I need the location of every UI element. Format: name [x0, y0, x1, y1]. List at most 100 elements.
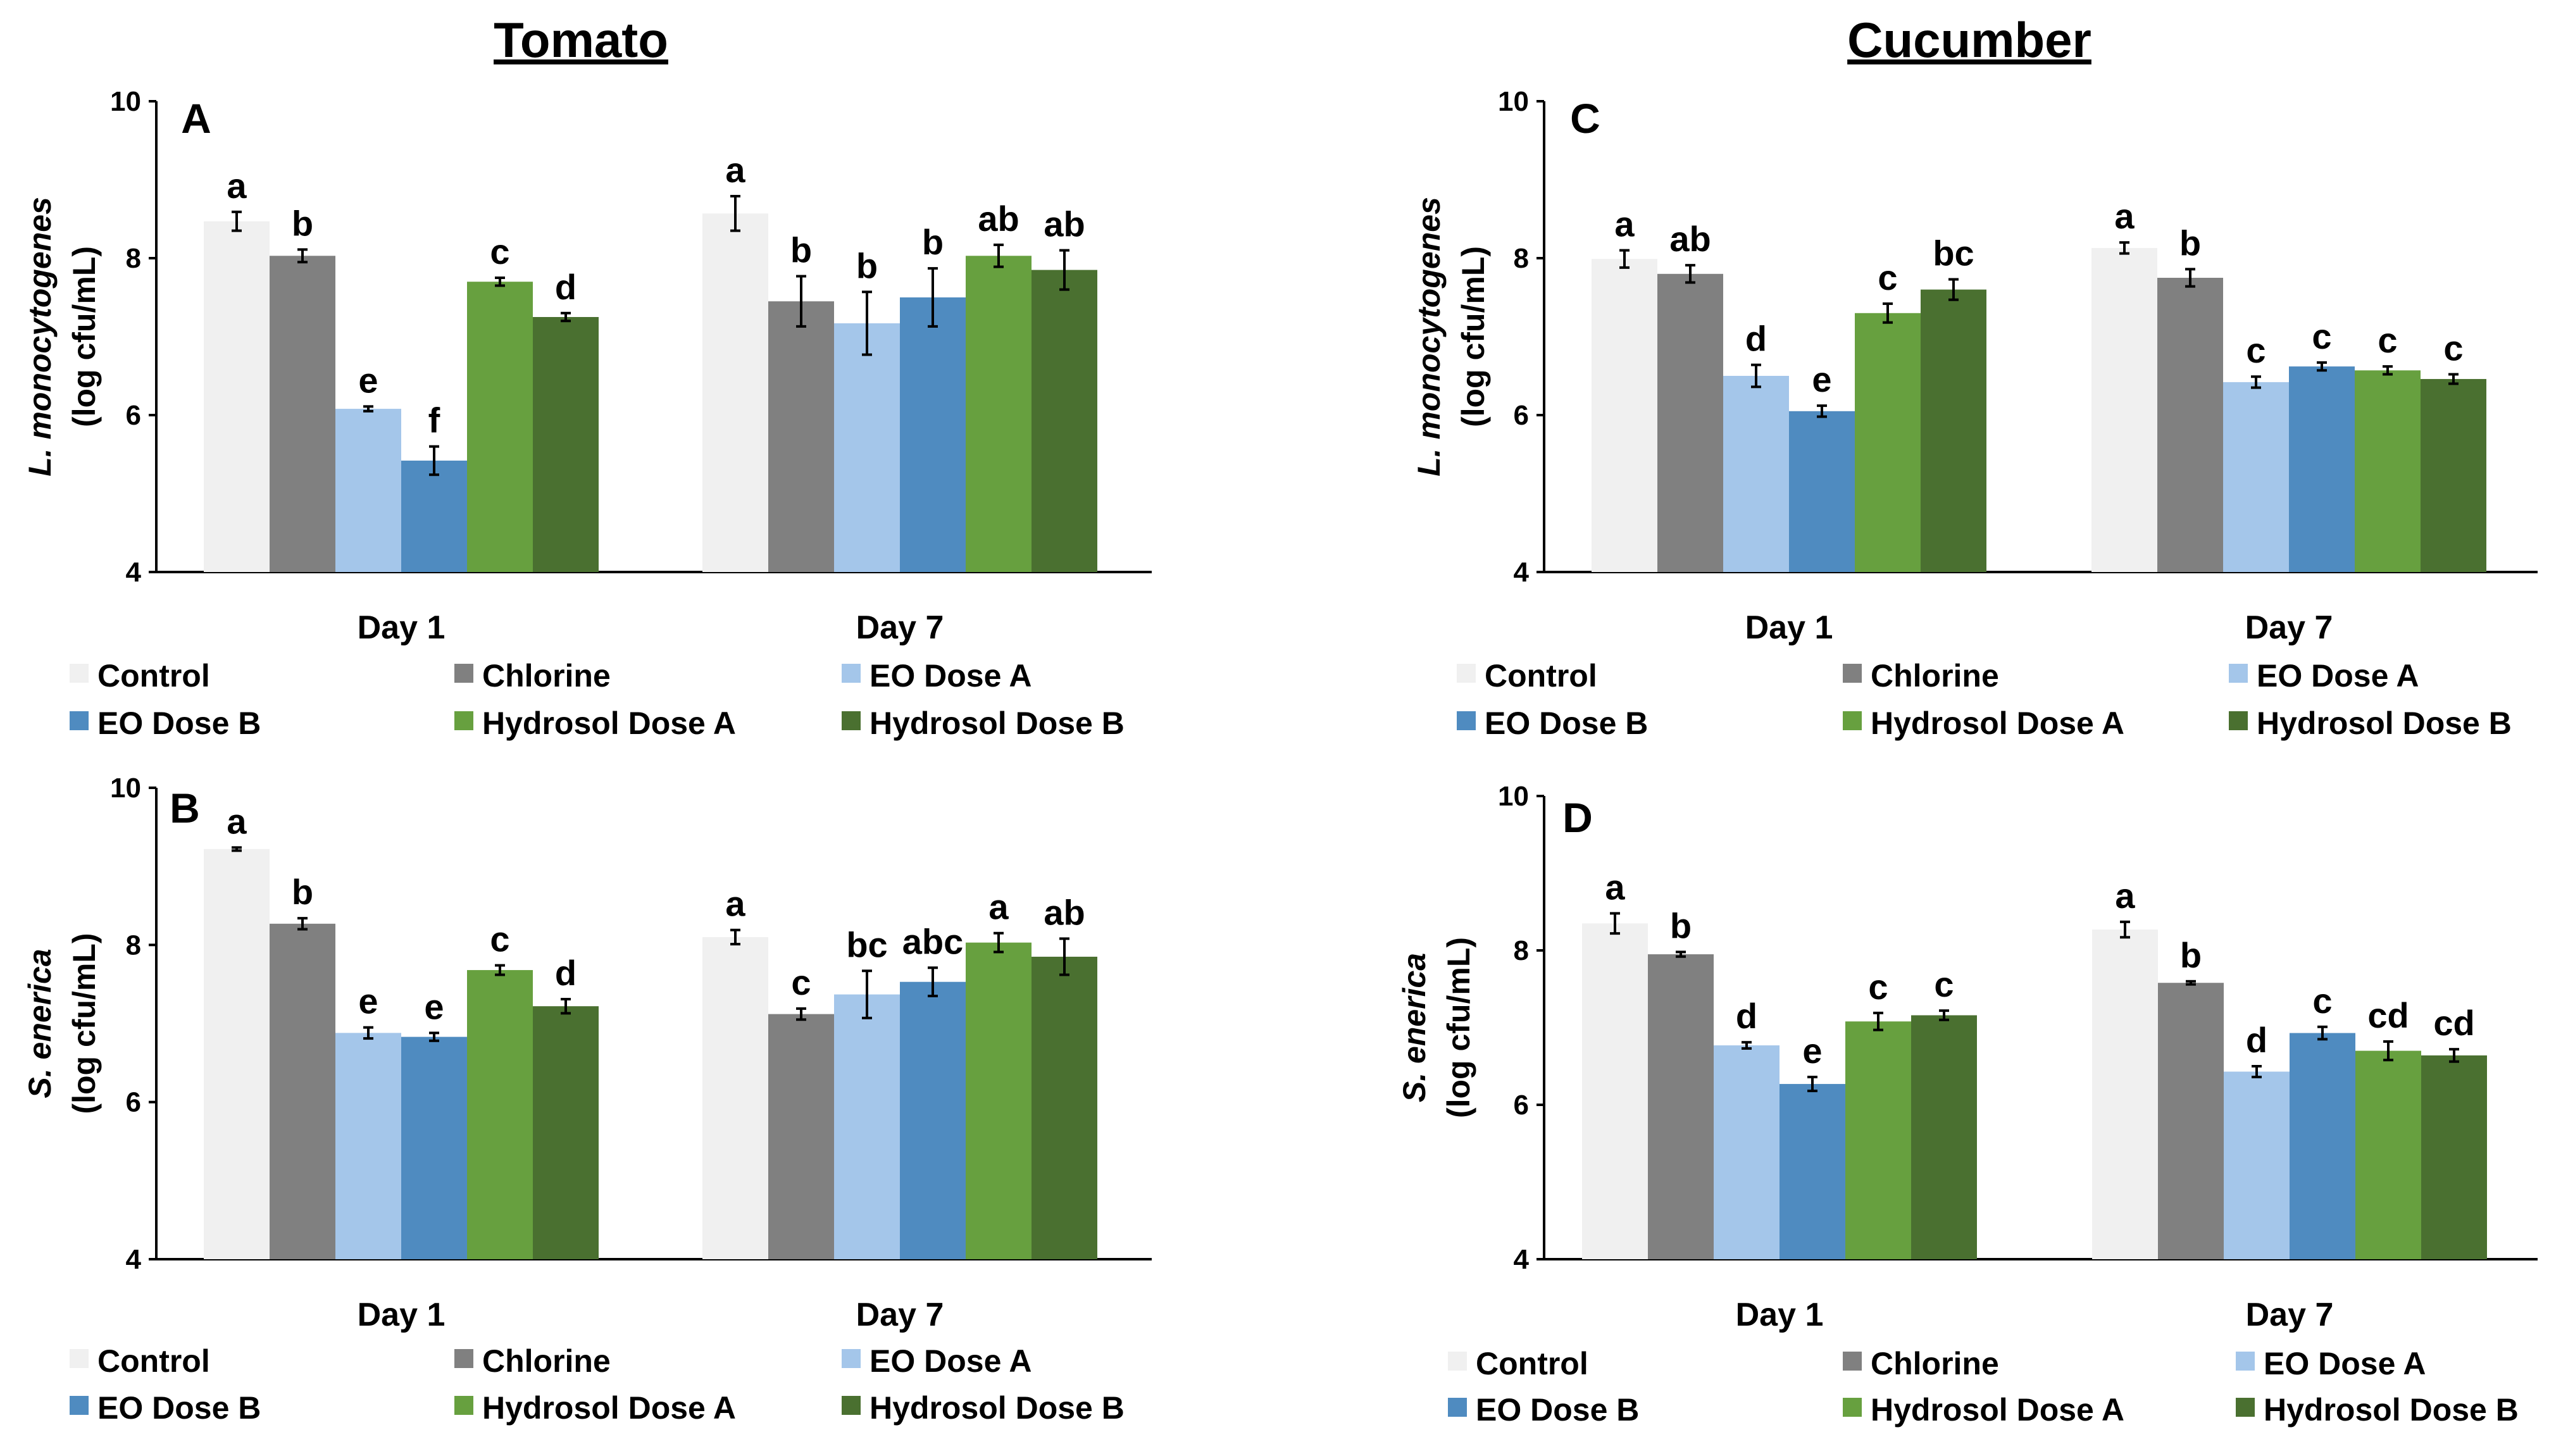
significance-letter: e	[358, 360, 378, 400]
legend-swatch-eo-dose-a	[842, 664, 861, 683]
legend-swatch-control	[70, 664, 89, 683]
bar-control-day-1	[1592, 259, 1657, 572]
legend-swatch-control	[70, 1349, 89, 1368]
significance-letter: e	[1812, 359, 1831, 399]
legend-label-eo-dose-b: EO Dose B	[1485, 706, 1648, 741]
bar-chlorine-day-1	[1657, 273, 1723, 572]
legend-swatch-eo-dose-a	[2229, 664, 2248, 683]
panel-letter: C	[1570, 95, 1600, 142]
significance-letter: ab	[1044, 892, 1085, 932]
legend-swatch-eo-dose-b	[70, 1396, 89, 1415]
legend-label-hydrosol-dose-b: Hydrosol Dose B	[870, 706, 1125, 741]
legend-label-chlorine: Chlorine	[482, 1343, 611, 1379]
bar-eo-dose-b-day-1	[1789, 411, 1855, 572]
significance-letter: d	[1736, 996, 1757, 1036]
legend-label-hydrosol-dose-b: Hydrosol Dose B	[870, 1390, 1125, 1426]
bar-hydrosol-dose-b-day-7	[2421, 1055, 2487, 1259]
legend-swatch-chlorine	[454, 664, 473, 683]
legend-panel-d: Control Chlorine EO Dose A EO Dose B Hydroso…	[1448, 1346, 2519, 1428]
significance-letter: ab	[1669, 219, 1711, 259]
x-category-label: Day 1	[358, 1297, 446, 1333]
bar-chlorine-day-1	[270, 256, 335, 572]
bar-control-day-1	[204, 849, 270, 1259]
legend-panel-c: Control Chlorine EO Dose A EO Dose B Hydroso…	[1457, 658, 2512, 741]
legend-label-hydrosol-dose-b: Hydrosol Dose B	[2257, 706, 2512, 741]
y-tick-label: 4	[126, 557, 142, 588]
bar-chlorine-day-7	[2158, 983, 2224, 1259]
y-tick-label: 4	[126, 1244, 142, 1275]
legend-label-chlorine: Chlorine	[482, 658, 611, 694]
significance-letter: c	[2312, 316, 2331, 356]
bar-hydrosol-dose-b-day-1	[1911, 1015, 1977, 1259]
legend-label-eo-dose-a: EO Dose A	[870, 658, 1032, 694]
significance-letter: c	[1868, 967, 1888, 1007]
bar-eo-dose-b-day-7	[2290, 1033, 2355, 1259]
y-axis-label-unit: (log cfu/mL)	[1441, 937, 1476, 1118]
legend-label-hydrosol-dose-b: Hydrosol Dose B	[2264, 1392, 2519, 1428]
legend-swatch-hydrosol-dose-b	[2229, 711, 2248, 730]
significance-letter: b	[2179, 223, 2201, 263]
bar-hydrosol-dose-b-day-7	[1032, 270, 1097, 572]
bar-hydrosol-dose-b-day-1	[533, 317, 599, 572]
bar-hydrosol-dose-b-day-1	[533, 1006, 599, 1259]
bar-eo-dose-b-day-1	[401, 460, 467, 572]
significance-letter: e	[358, 981, 378, 1021]
significance-letter: d	[2246, 1020, 2267, 1060]
bar-control-day-1	[1582, 923, 1648, 1259]
significance-letter: c	[2378, 320, 2397, 360]
bar-eo-dose-b-day-7	[2289, 366, 2355, 572]
bar-eo-dose-a-day-1	[1714, 1045, 1780, 1259]
significance-letter: d	[555, 267, 577, 307]
legend-label-control: Control	[97, 1343, 210, 1379]
bar-hydrosol-dose-a-day-1	[467, 282, 533, 572]
bar-eo-dose-a-day-7	[834, 994, 900, 1259]
x-category-label: Day 1	[1745, 609, 1833, 646]
significance-letter: a	[725, 150, 745, 190]
bar-chlorine-day-1	[270, 923, 335, 1259]
legend-swatch-chlorine	[454, 1349, 473, 1368]
significance-letter: a	[725, 884, 745, 924]
y-tick-label: 6	[126, 1087, 141, 1118]
x-category-label: Day 7	[2245, 609, 2333, 646]
legend-label-chlorine: Chlorine	[1871, 658, 1999, 694]
y-axis-label-species: L. monocytogenes	[1411, 197, 1447, 476]
legend-swatch-eo-dose-b	[1448, 1398, 1467, 1417]
legend-label-eo-dose-b: EO Dose B	[1476, 1392, 1639, 1428]
bar-hydrosol-dose-a-day-7	[2355, 370, 2421, 572]
y-tick-label: 6	[1514, 1090, 1529, 1121]
bar-hydrosol-dose-a-day-7	[966, 256, 1032, 572]
significance-letter: c	[490, 919, 509, 959]
significance-letter: b	[922, 222, 944, 262]
significance-letter: cd	[2433, 1003, 2474, 1043]
y-tick-label: 8	[1514, 243, 1529, 274]
bar-control-day-7	[2092, 930, 2158, 1259]
bar-eo-dose-b-day-1	[401, 1036, 467, 1259]
significance-letter: a	[1605, 867, 1625, 907]
legend-label-hydrosol-dose-a: Hydrosol Dose A	[1871, 1392, 2124, 1428]
bar-hydrosol-dose-b-day-1	[1921, 289, 1986, 572]
bar-control-day-7	[702, 213, 768, 572]
y-tick-label: 10	[110, 86, 141, 117]
bar-eo-dose-a-day-1	[1723, 376, 1789, 572]
legend-label-hydrosol-dose-a: Hydrosol Dose A	[482, 1390, 736, 1426]
y-tick-label: 4	[1514, 557, 1530, 588]
legend-swatch-hydrosol-dose-a	[454, 1396, 473, 1415]
legend-label-hydrosol-dose-a: Hydrosol Dose A	[482, 706, 736, 741]
legend-swatch-hydrosol-dose-b	[842, 1396, 861, 1415]
y-tick-label: 8	[126, 930, 141, 961]
bar-hydrosol-dose-b-day-7	[2421, 378, 2486, 572]
legend-label-hydrosol-dose-a: Hydrosol Dose A	[1871, 706, 2124, 741]
legend-panel-a: Control Chlorine EO Dose A EO Dose B Hydroso…	[70, 658, 1125, 741]
bar-eo-dose-a-day-1	[335, 1033, 401, 1259]
significance-letter: e	[424, 986, 444, 1026]
significance-letter: bc	[1933, 233, 1974, 273]
bar-chlorine-day-1	[1648, 954, 1714, 1259]
significance-letter: d	[555, 953, 577, 993]
legend-swatch-chlorine	[1843, 1352, 1862, 1371]
x-category-label: Day 1	[358, 609, 446, 646]
bar-hydrosol-dose-a-day-7	[966, 942, 1032, 1259]
significance-letter: f	[428, 401, 440, 440]
significance-letter: c	[490, 232, 509, 271]
